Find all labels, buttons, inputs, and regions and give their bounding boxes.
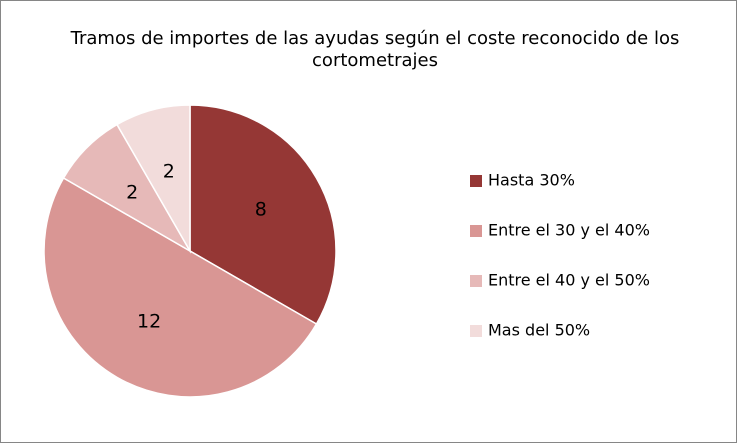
- legend-swatch: [470, 225, 482, 237]
- data-label: 2: [126, 182, 138, 204]
- legend-label: Mas del 50%: [488, 321, 590, 340]
- legend-swatch: [470, 275, 482, 287]
- legend-label: Hasta 30%: [488, 171, 575, 190]
- legend-swatch: [470, 325, 482, 337]
- data-label: 8: [255, 199, 267, 221]
- pie-slice: [43, 176, 318, 398]
- chart-title: Tramos de importes de las ayudas según e…: [70, 28, 680, 71]
- data-label: 2: [163, 161, 175, 183]
- legend-label: Entre el 30 y el 40%: [488, 221, 650, 240]
- data-label: 12: [137, 310, 161, 332]
- pie-slice: [189, 104, 337, 326]
- pie-slice: [115, 104, 191, 254]
- legend-swatch: [470, 175, 482, 187]
- legend-label: Entre el 40 y el 50%: [488, 271, 650, 290]
